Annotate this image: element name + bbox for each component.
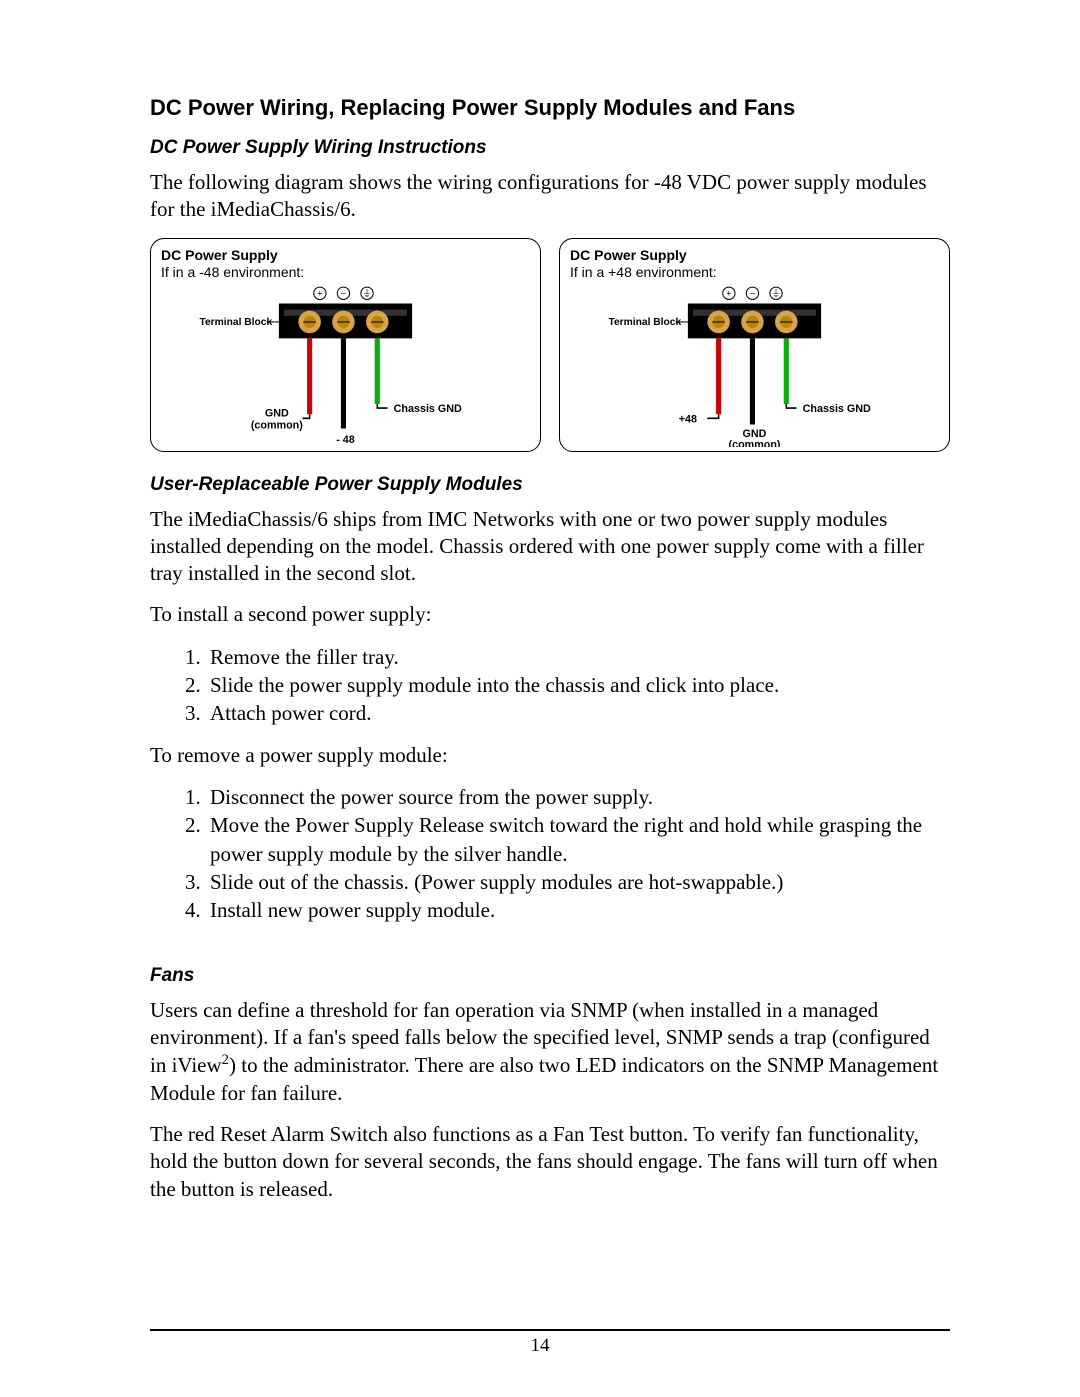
section-heading: DC Power Wiring, Replacing Power Supply … <box>150 95 950 121</box>
svg-text:+48: +48 <box>679 413 697 425</box>
svg-text:−: − <box>341 288 346 298</box>
svg-text:−: − <box>750 288 755 298</box>
wiring-svg-right: + − ⏚ <box>560 283 949 447</box>
svg-text:GND: GND <box>743 427 767 439</box>
panel-title: DC Power Supply <box>161 247 530 263</box>
fans-p1: Users can define a threshold for fan ope… <box>150 997 950 1107</box>
list-item: Disconnect the power source from the pow… <box>206 783 950 811</box>
modules-p2: To install a second power supply: <box>150 601 950 628</box>
wiring-intro: The following diagram shows the wiring c… <box>150 169 950 224</box>
svg-text:- 48: - 48 <box>336 433 355 445</box>
svg-text:(common): (common) <box>251 419 303 431</box>
wiring-svg-left: + − ⏚ <box>151 283 540 447</box>
list-item: Slide out of the chassis. (Power supply … <box>206 868 950 896</box>
wiring-diagrams: DC Power Supply If in a -48 environment:… <box>150 238 950 452</box>
diagram-panel-pos48: DC Power Supply If in a +48 environment:… <box>559 238 950 452</box>
fans-p2: The red Reset Alarm Switch also function… <box>150 1121 950 1203</box>
subheading-fans: Fans <box>150 965 950 987</box>
diagram-panel-neg48: DC Power Supply If in a -48 environment:… <box>150 238 541 452</box>
svg-text:+: + <box>317 288 322 298</box>
list-item: Remove the filler tray. <box>206 643 950 671</box>
list-item: Attach power cord. <box>206 699 950 727</box>
svg-text:Chassis GND: Chassis GND <box>803 403 871 415</box>
modules-p1: The iMediaChassis/6 ships from IMC Netwo… <box>150 506 950 588</box>
subheading-modules: User-Replaceable Power Supply Modules <box>150 474 950 496</box>
panel-title: DC Power Supply <box>570 247 939 263</box>
remove-steps: Disconnect the power source from the pow… <box>150 783 950 925</box>
list-item: Move the Power Supply Release switch tow… <box>206 811 950 868</box>
subheading-wiring: DC Power Supply Wiring Instructions <box>150 137 950 159</box>
svg-text:(common): (common) <box>729 439 781 447</box>
svg-text:Terminal Block: Terminal Block <box>608 317 681 328</box>
svg-text:Terminal Block: Terminal Block <box>199 317 272 328</box>
svg-text:⏚: ⏚ <box>362 288 371 298</box>
panel-sub: If in a +48 environment: <box>570 264 939 280</box>
list-item: Install new power supply module. <box>206 896 950 924</box>
svg-text:⏚: ⏚ <box>771 288 780 298</box>
svg-text:Chassis GND: Chassis GND <box>394 403 462 415</box>
panel-sub: If in a -48 environment: <box>161 264 530 280</box>
page-number: 14 <box>0 1335 1080 1357</box>
modules-p3: To remove a power supply module: <box>150 742 950 769</box>
svg-text:GND: GND <box>265 407 289 419</box>
install-steps: Remove the filler tray. Slide the power … <box>150 643 950 728</box>
svg-text:+: + <box>726 288 731 298</box>
footer-rule <box>150 1329 950 1331</box>
list-item: Slide the power supply module into the c… <box>206 671 950 699</box>
